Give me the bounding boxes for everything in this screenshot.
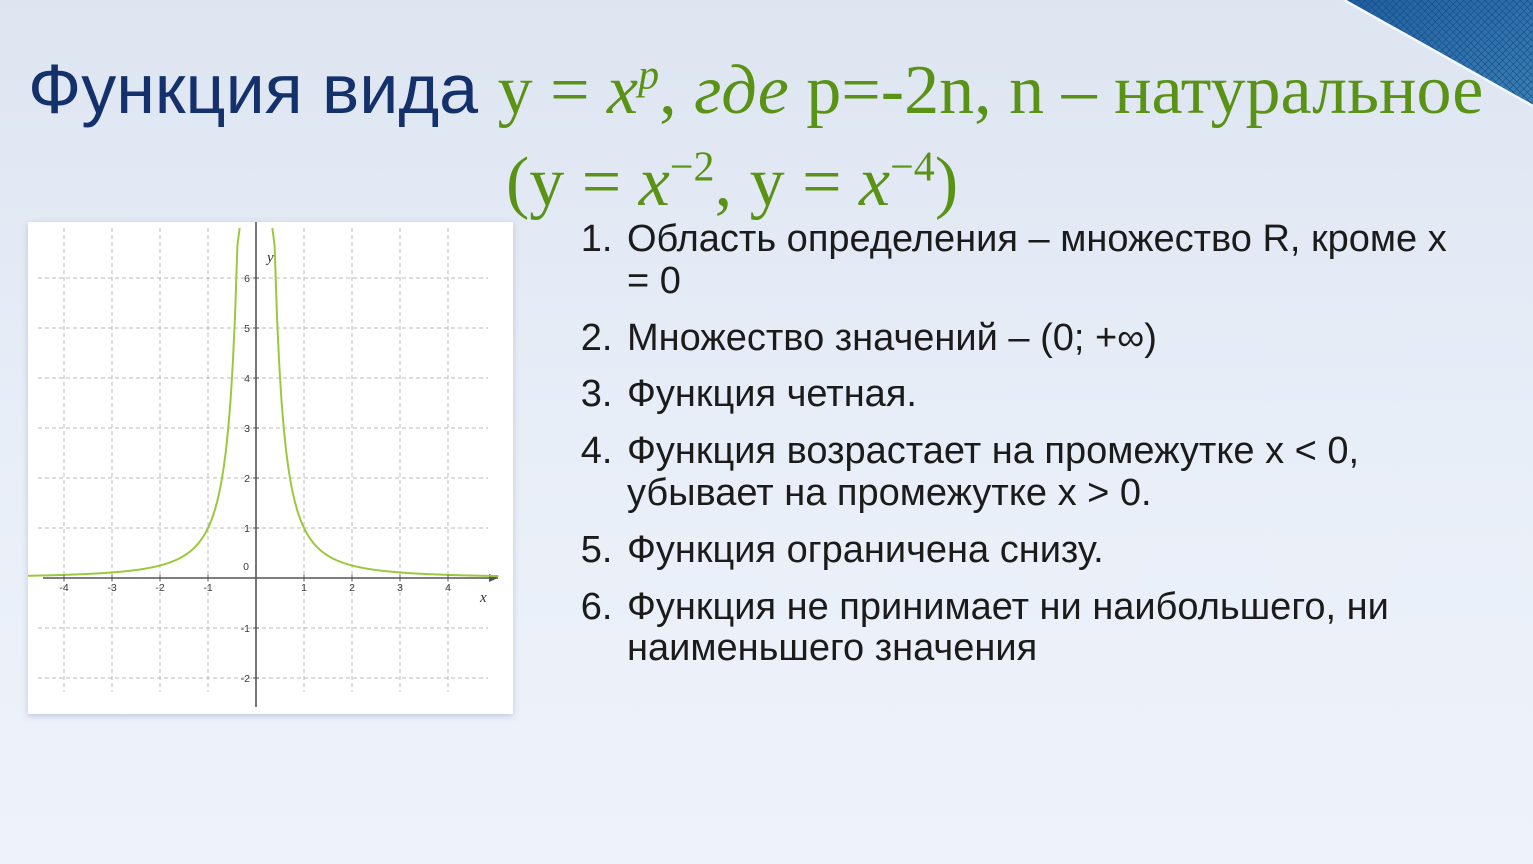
svg-text:1: 1 xyxy=(244,523,250,535)
svg-text:x: x xyxy=(479,590,487,606)
svg-text:5: 5 xyxy=(244,323,250,335)
svg-text:3: 3 xyxy=(397,582,403,594)
svg-text:6: 6 xyxy=(244,273,250,285)
svg-text:-2: -2 xyxy=(241,673,250,685)
svg-text:0: 0 xyxy=(243,561,249,573)
svg-text:y: y xyxy=(265,250,274,266)
svg-text:-4: -4 xyxy=(59,582,68,594)
svg-text:-1: -1 xyxy=(203,582,212,594)
svg-text:4: 4 xyxy=(244,373,250,385)
svg-text:-3: -3 xyxy=(107,582,116,594)
svg-text:3: 3 xyxy=(244,423,250,435)
svg-text:-1: -1 xyxy=(241,623,250,635)
svg-text:-2: -2 xyxy=(155,582,164,594)
svg-text:2: 2 xyxy=(349,582,355,594)
svg-text:1: 1 xyxy=(301,582,307,594)
svg-text:2: 2 xyxy=(244,473,250,485)
svg-text:4: 4 xyxy=(445,582,451,594)
